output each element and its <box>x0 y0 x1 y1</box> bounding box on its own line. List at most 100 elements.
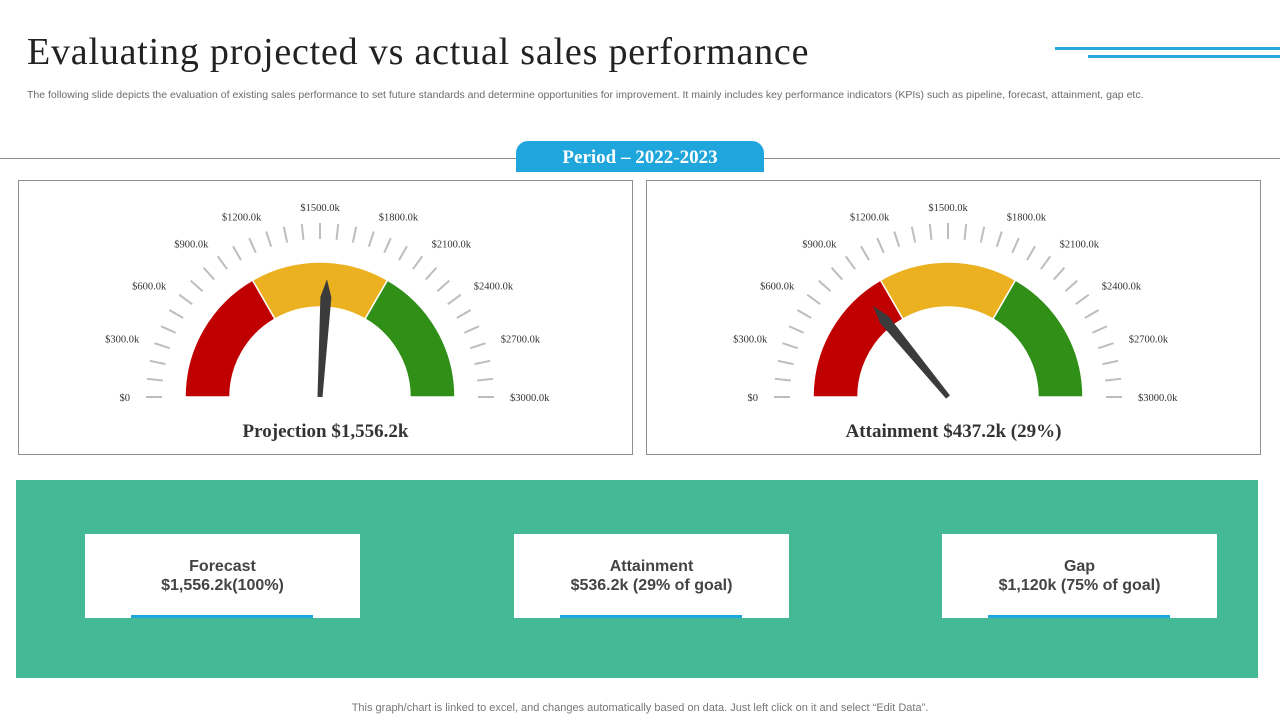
gauge-tick-label: $1200.0k <box>850 212 890 223</box>
kpi-underline <box>131 615 313 618</box>
gauge-tick-label: $600.0k <box>760 281 795 292</box>
gauge-tick <box>1091 325 1108 334</box>
gauge-tick <box>190 279 204 293</box>
gauge-tick <box>1084 309 1100 319</box>
gauge-tick-label: $2100.0k <box>1060 239 1100 250</box>
gauge-tick <box>788 325 805 334</box>
projection-gauge-panel[interactable]: $0 $300.0k $600.0k $900.0k $1200.0k $1500.0k $… <box>18 180 633 455</box>
gauge-tick <box>335 223 340 240</box>
gauge-tick <box>1102 359 1119 366</box>
gauge-band-0 <box>184 279 277 398</box>
kpi-card-gap[interactable]: Gap $1,120k (75% of goal) <box>942 534 1217 618</box>
kpi-card-forecast[interactable]: Forecast $1,556.2k(100%) <box>85 534 360 618</box>
gauge-tick <box>469 342 486 350</box>
gauge-tick-label: $1200.0k <box>222 212 262 223</box>
gauge-tick <box>383 237 392 254</box>
gauge-tick <box>876 237 885 254</box>
gauge-tick <box>447 293 462 305</box>
gauge-tick-label: $3000.0k <box>510 393 550 404</box>
gauge-tick <box>963 223 968 240</box>
period-tab: Period – 2022-2023 <box>516 141 764 172</box>
kpi-label: Attainment <box>609 558 694 575</box>
projection-gauge-caption: Projection $1,556.2k <box>242 421 409 442</box>
gauge-tick <box>300 223 305 240</box>
gauge-needle <box>317 279 332 398</box>
gauge-band-0 <box>812 279 905 398</box>
gauge-tick <box>168 309 184 319</box>
page-subtitle: The following slide depicts the evaluati… <box>27 89 1144 101</box>
gauge-tick <box>860 245 870 261</box>
gauge-tick <box>1075 293 1090 305</box>
gauge-tick <box>1105 377 1122 382</box>
gauge-tick <box>367 231 375 248</box>
gauge-band-1 <box>879 261 1017 321</box>
gauge-tick-label: $900.0k <box>174 239 209 250</box>
kpi-value: $1,556.2k(100%) <box>161 577 284 594</box>
gauge-tick-label: $900.0k <box>802 239 837 250</box>
gauge-tick <box>474 359 491 366</box>
gauge-tick <box>160 325 177 334</box>
gauge-tick-label: $2700.0k <box>1129 334 1169 345</box>
gauge-tick <box>777 359 794 366</box>
decorative-line-bottom <box>1088 55 1280 58</box>
gauge-tick-label: $1800.0k <box>379 212 419 223</box>
gauge-tick-label: $2700.0k <box>501 334 541 345</box>
gauge-tick <box>424 267 438 281</box>
attainment-gauge-panel[interactable]: $0 $300.0k $600.0k $900.0k $1200.0k $1500.0k $… <box>646 180 1261 455</box>
gauge-tick-label: $1500.0k <box>300 203 340 214</box>
kpi-underline <box>988 615 1170 618</box>
gauge-tick-label: $0 <box>120 393 131 404</box>
gauge-tick <box>893 231 901 248</box>
gauge-tick <box>796 309 812 319</box>
gauge-tick <box>1026 245 1036 261</box>
gauge-tick-label: $1800.0k <box>1007 212 1047 223</box>
gauge-tick-label: $300.0k <box>733 334 768 345</box>
gauge-tick <box>178 293 193 305</box>
gauge-tick <box>351 226 358 243</box>
gauge-band-2 <box>363 279 456 398</box>
gauge-tick <box>436 279 450 293</box>
page-title: Evaluating projected vs actual sales per… <box>27 31 810 73</box>
gauge-tick <box>1052 267 1066 281</box>
gauge-tick <box>830 267 844 281</box>
gauge-tick-label: $300.0k <box>105 334 140 345</box>
gauge-tick <box>1040 255 1052 270</box>
gauge-tick <box>232 245 242 261</box>
gauge-tick <box>412 255 424 270</box>
gauge-tick <box>216 255 228 270</box>
gauge-tick <box>782 342 799 350</box>
gauge-tick <box>202 267 216 281</box>
gauge-tick <box>1097 342 1114 350</box>
kpi-card-attainment[interactable]: Attainment $536.2k (29% of goal) <box>514 534 789 618</box>
gauge-tick <box>979 226 986 243</box>
gauge-tick <box>248 237 257 254</box>
attainment-gauge-chart: $0 $300.0k $600.0k $900.0k $1200.0k $1500.0k $… <box>733 203 1178 404</box>
gauge-tick-label: $600.0k <box>132 281 167 292</box>
decorative-line-top <box>1055 47 1280 50</box>
gauge-tick <box>1064 279 1078 293</box>
gauge-tick <box>928 223 933 240</box>
gauge-tick <box>456 309 472 319</box>
gauge-tick <box>146 377 163 382</box>
gauge-tick-label: $2100.0k <box>432 239 472 250</box>
gauge-tick <box>910 226 917 243</box>
gauge-tick-label: $3000.0k <box>1138 393 1178 404</box>
gauge-tick-label: $1500.0k <box>928 203 968 214</box>
gauge-tick <box>844 255 856 270</box>
gauge-tick <box>265 231 273 248</box>
gauge-tick <box>282 226 289 243</box>
gauge-tick <box>149 359 166 366</box>
gauge-band-2 <box>991 279 1084 398</box>
gauge-tick <box>1011 237 1020 254</box>
projection-gauge-chart: $0 $300.0k $600.0k $900.0k $1200.0k $1500.0k $… <box>105 203 550 404</box>
kpi-underline <box>560 615 742 618</box>
attainment-gauge-caption: Attainment $437.2k (29%) <box>845 421 1062 442</box>
gauge-tick <box>154 342 171 350</box>
footnote: This graph/chart is linked to excel, and… <box>351 702 929 714</box>
kpi-label: Forecast <box>189 558 256 575</box>
gauge-tick-label: $2400.0k <box>1102 281 1142 292</box>
gauge-tick <box>477 377 494 382</box>
gauge-tick <box>995 231 1003 248</box>
gauge-tick <box>398 245 408 261</box>
kpi-label: Gap <box>1063 558 1096 575</box>
